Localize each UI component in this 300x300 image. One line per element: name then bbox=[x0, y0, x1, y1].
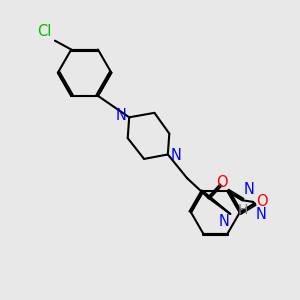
Text: N: N bbox=[170, 148, 181, 164]
Text: N: N bbox=[243, 182, 254, 197]
Text: O: O bbox=[216, 175, 228, 190]
Text: N: N bbox=[219, 214, 230, 230]
Text: O: O bbox=[256, 194, 267, 209]
Text: H: H bbox=[238, 203, 248, 217]
Text: N: N bbox=[116, 108, 127, 123]
Text: Cl: Cl bbox=[37, 24, 51, 39]
Text: N: N bbox=[256, 207, 266, 222]
